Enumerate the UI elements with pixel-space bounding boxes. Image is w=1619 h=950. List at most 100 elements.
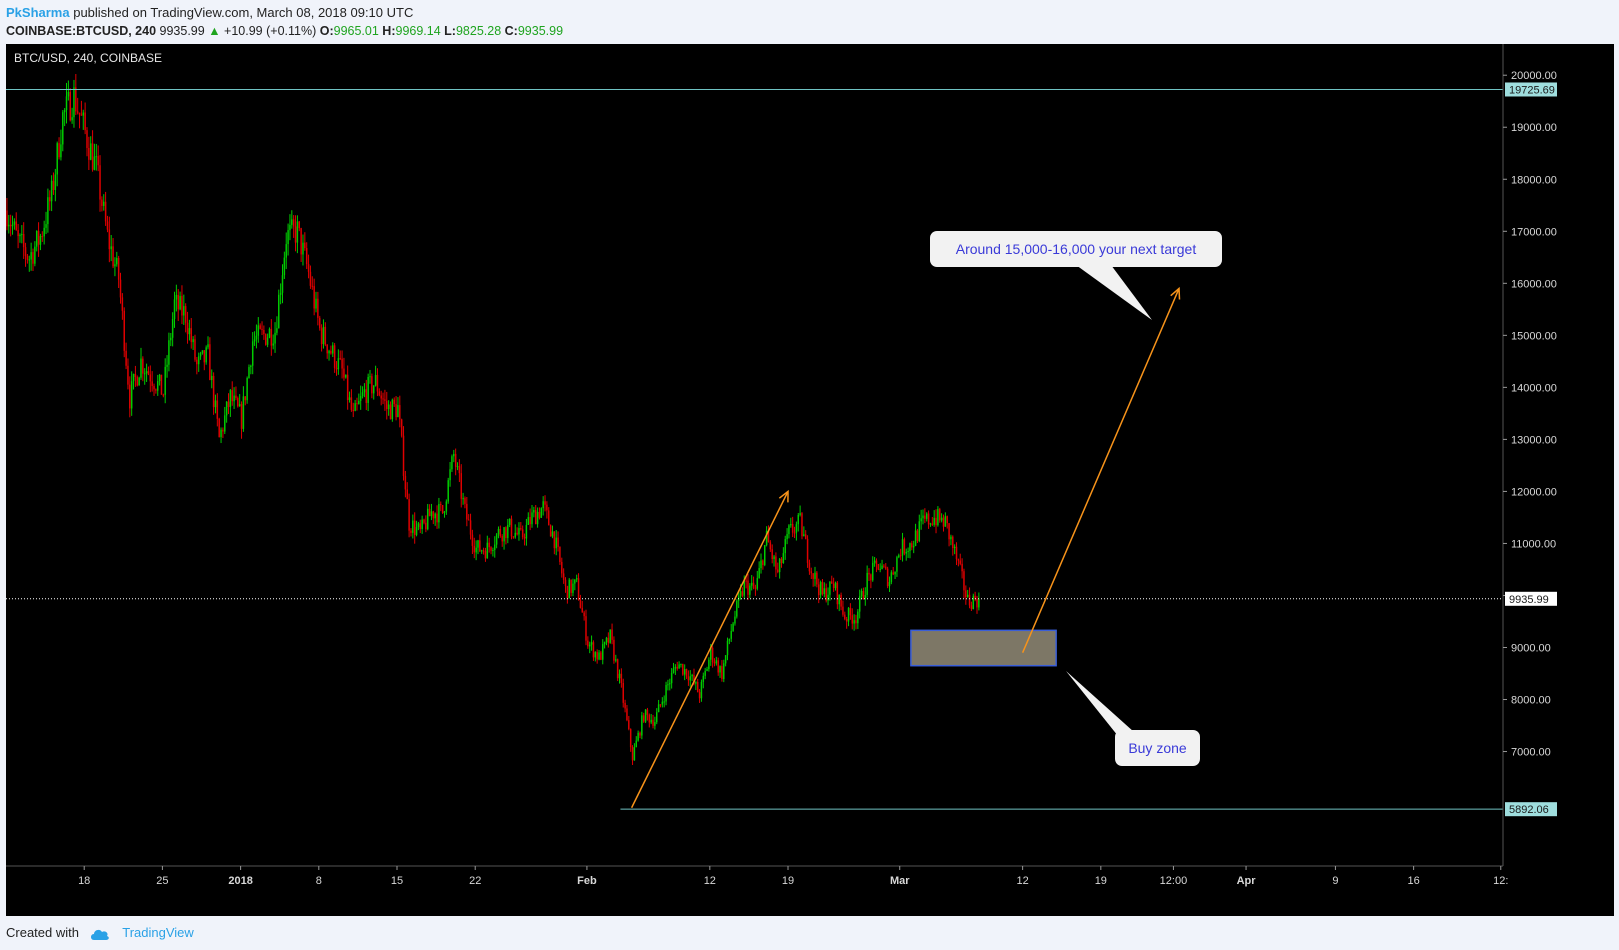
candle-body — [760, 560, 762, 569]
candle-body — [777, 569, 779, 573]
candle-body — [520, 528, 522, 530]
candle-body — [287, 230, 289, 245]
low-value: 9825.28 — [455, 24, 502, 38]
candle-body — [270, 328, 273, 346]
price-chart[interactable]: Around 15,000-16,000 your next target Buy… — [6, 44, 1614, 916]
candle-body — [15, 221, 17, 231]
candle-body — [71, 117, 73, 121]
candle-body — [674, 666, 677, 669]
candle-body — [426, 508, 429, 530]
support-price-tag: 5892.06 — [1509, 804, 1549, 816]
candle-body — [644, 709, 647, 722]
candle-body — [274, 332, 276, 344]
candle-body — [870, 574, 872, 581]
time-tick-label: 12 — [704, 875, 716, 887]
price-tick-label: 20000.00 — [1511, 70, 1557, 82]
candle-body — [389, 404, 392, 420]
candle-body — [318, 317, 321, 329]
resistance-price-tag: 19725.69 — [1509, 84, 1555, 96]
candle-body — [503, 527, 505, 542]
candle-body — [551, 531, 554, 537]
change-arrow-icon: ▲ — [208, 24, 221, 38]
candle-body — [199, 353, 202, 357]
candle-body — [907, 551, 909, 553]
candle-body — [570, 579, 572, 593]
candle-body — [706, 668, 708, 671]
candle-body — [633, 747, 636, 761]
candle-body — [473, 545, 476, 553]
tradingview-link[interactable]: TradingView — [122, 925, 194, 940]
candle-body — [507, 524, 509, 539]
candle-body — [858, 596, 861, 612]
candle-body — [378, 391, 381, 396]
candle-body — [263, 330, 265, 335]
candle-body — [212, 375, 215, 408]
open-value: 9965.01 — [333, 24, 379, 38]
candle-body — [123, 310, 125, 351]
uptrend-arrow — [630, 491, 789, 809]
candle-body — [909, 543, 911, 552]
candle-body — [484, 551, 487, 559]
candle-body — [24, 247, 27, 256]
candle-body — [49, 197, 51, 202]
candle-body — [557, 537, 559, 547]
candle-body — [628, 720, 630, 730]
candle-body — [505, 527, 507, 539]
candle-body — [404, 475, 407, 490]
chart-area[interactable]: Around 15,000-16,000 your next target Buy… — [6, 44, 1614, 916]
candle-body — [99, 165, 101, 200]
candle-body — [93, 156, 96, 170]
candle-body — [817, 584, 820, 596]
candle-body — [119, 279, 122, 298]
candle-body — [279, 292, 282, 295]
candle-body — [771, 549, 773, 560]
candle-body — [32, 252, 34, 264]
candle-body — [864, 595, 867, 600]
candle-body — [693, 675, 695, 684]
candle-body — [730, 631, 732, 639]
candle-body — [752, 582, 755, 588]
candle-body — [127, 365, 129, 385]
author-name[interactable]: PkSharma — [6, 5, 70, 20]
candle-body — [927, 513, 930, 525]
candle-body — [758, 568, 760, 579]
candle-body — [140, 358, 142, 378]
candle-body — [294, 226, 297, 243]
candle-body — [899, 555, 902, 557]
candle-body — [942, 517, 945, 527]
candle-body — [896, 557, 898, 572]
candle-body — [685, 669, 688, 677]
candle-body — [974, 595, 976, 599]
candle-body — [335, 367, 338, 370]
candle-body — [13, 221, 16, 225]
candle-body — [391, 399, 394, 420]
candle-body — [935, 517, 937, 526]
time-tick-label: 25 — [156, 875, 168, 887]
time-tick-label: 12:00 — [1160, 875, 1188, 887]
candle-body — [162, 394, 165, 396]
target-callout: Around 15,000-16,000 your next target — [930, 231, 1222, 320]
candle-body — [639, 732, 641, 736]
candle-body — [192, 339, 194, 343]
candle-body — [117, 258, 120, 280]
candle-body — [905, 551, 907, 554]
candle-body — [561, 561, 563, 574]
last-price-tag: 9935.99 — [1509, 594, 1549, 606]
time-tick-label: Apr — [1237, 875, 1257, 887]
candle-body — [901, 539, 904, 556]
publish-info: PkSharma published on TradingView.com, M… — [6, 3, 413, 23]
candle-body — [440, 503, 442, 506]
candle-body — [778, 558, 781, 573]
candle-body — [95, 156, 98, 158]
candle-body — [207, 344, 209, 348]
candle-body — [609, 629, 611, 643]
candle-body — [540, 508, 543, 518]
candle-body — [847, 607, 850, 622]
candle-body — [6, 210, 8, 227]
candle-body — [47, 197, 49, 225]
candle-body — [767, 530, 770, 543]
candle-body — [218, 418, 220, 438]
candle-body — [244, 396, 247, 401]
candle-body — [372, 385, 375, 394]
candle-body — [309, 271, 312, 286]
